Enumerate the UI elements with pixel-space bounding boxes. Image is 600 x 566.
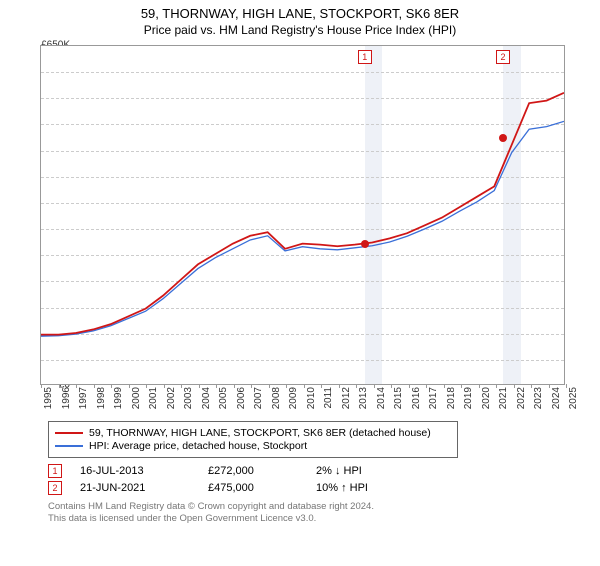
x-axis-label: 2018 — [446, 387, 457, 409]
legend-label: 59, THORNWAY, HIGH LANE, STOCKPORT, SK6 … — [89, 427, 431, 439]
page-subtitle: Price paid vs. HM Land Registry's House … — [0, 23, 600, 37]
x-axis-label: 1995 — [43, 387, 54, 409]
sales-row: 2 21-JUN-2021 £475,000 10% ↑ HPI — [48, 481, 600, 495]
x-axis-label: 1996 — [61, 387, 72, 409]
sale-date: 16-JUL-2013 — [80, 465, 190, 477]
x-axis-label: 2003 — [183, 387, 194, 409]
x-axis-label: 2000 — [131, 387, 142, 409]
x-axis-label: 2005 — [218, 387, 229, 409]
x-axis-label: 2021 — [498, 387, 509, 409]
sale-marker-box: 1 — [358, 50, 372, 64]
legend-row: HPI: Average price, detached house, Stoc… — [55, 440, 451, 452]
x-axis-label: 1998 — [96, 387, 107, 409]
x-axis-label: 2014 — [376, 387, 387, 409]
x-axis-label: 2016 — [411, 387, 422, 409]
x-axis-label: 1999 — [113, 387, 124, 409]
footer-line: This data is licensed under the Open Gov… — [48, 513, 600, 525]
legend-label: HPI: Average price, detached house, Stoc… — [89, 440, 307, 452]
chart-container: £0£50K£100K£150K£200K£250K£300K£350K£400… — [40, 45, 600, 415]
legend-swatch — [55, 432, 83, 434]
x-axis-label: 2007 — [253, 387, 264, 409]
x-axis-label: 2012 — [341, 387, 352, 409]
sale-delta: 10% ↑ HPI — [316, 482, 368, 494]
x-axis-label: 2008 — [271, 387, 282, 409]
plot-area: 12 — [40, 45, 565, 385]
page-title: 59, THORNWAY, HIGH LANE, STOCKPORT, SK6 … — [0, 6, 600, 21]
series-property — [41, 93, 564, 335]
sale-marker-dot — [499, 134, 507, 142]
sale-price: £272,000 — [208, 465, 298, 477]
x-axis-label: 2023 — [533, 387, 544, 409]
x-axis-label: 2004 — [201, 387, 212, 409]
x-axis-label: 2020 — [481, 387, 492, 409]
x-axis-label: 2022 — [516, 387, 527, 409]
legend: 59, THORNWAY, HIGH LANE, STOCKPORT, SK6 … — [48, 421, 458, 458]
x-axis-label: 2011 — [323, 387, 334, 409]
sale-index-box: 1 — [48, 464, 62, 478]
legend-swatch — [55, 445, 83, 447]
x-axis-label: 2015 — [393, 387, 404, 409]
x-axis-label: 2009 — [288, 387, 299, 409]
legend-row: 59, THORNWAY, HIGH LANE, STOCKPORT, SK6 … — [55, 427, 451, 439]
x-axis-label: 2017 — [428, 387, 439, 409]
x-axis-label: 2013 — [358, 387, 369, 409]
sale-index-box: 2 — [48, 481, 62, 495]
x-axis-label: 2001 — [148, 387, 159, 409]
x-axis-label: 2002 — [166, 387, 177, 409]
x-axis-label: 2010 — [306, 387, 317, 409]
sale-price: £475,000 — [208, 482, 298, 494]
sale-marker-dot — [361, 240, 369, 248]
series-hpi — [41, 121, 564, 336]
footer-attribution: Contains HM Land Registry data © Crown c… — [48, 501, 600, 525]
x-axis-label: 2025 — [568, 387, 579, 409]
x-axis-label: 1997 — [78, 387, 89, 409]
footer-line: Contains HM Land Registry data © Crown c… — [48, 501, 600, 513]
sale-delta: 2% ↓ HPI — [316, 465, 362, 477]
x-axis-label: 2006 — [236, 387, 247, 409]
x-axis-label: 2024 — [551, 387, 562, 409]
x-axis-label: 2019 — [463, 387, 474, 409]
sales-row: 1 16-JUL-2013 £272,000 2% ↓ HPI — [48, 464, 600, 478]
sale-date: 21-JUN-2021 — [80, 482, 190, 494]
sale-marker-box: 2 — [496, 50, 510, 64]
sales-table: 1 16-JUL-2013 £272,000 2% ↓ HPI 2 21-JUN-2021… — [48, 464, 600, 495]
